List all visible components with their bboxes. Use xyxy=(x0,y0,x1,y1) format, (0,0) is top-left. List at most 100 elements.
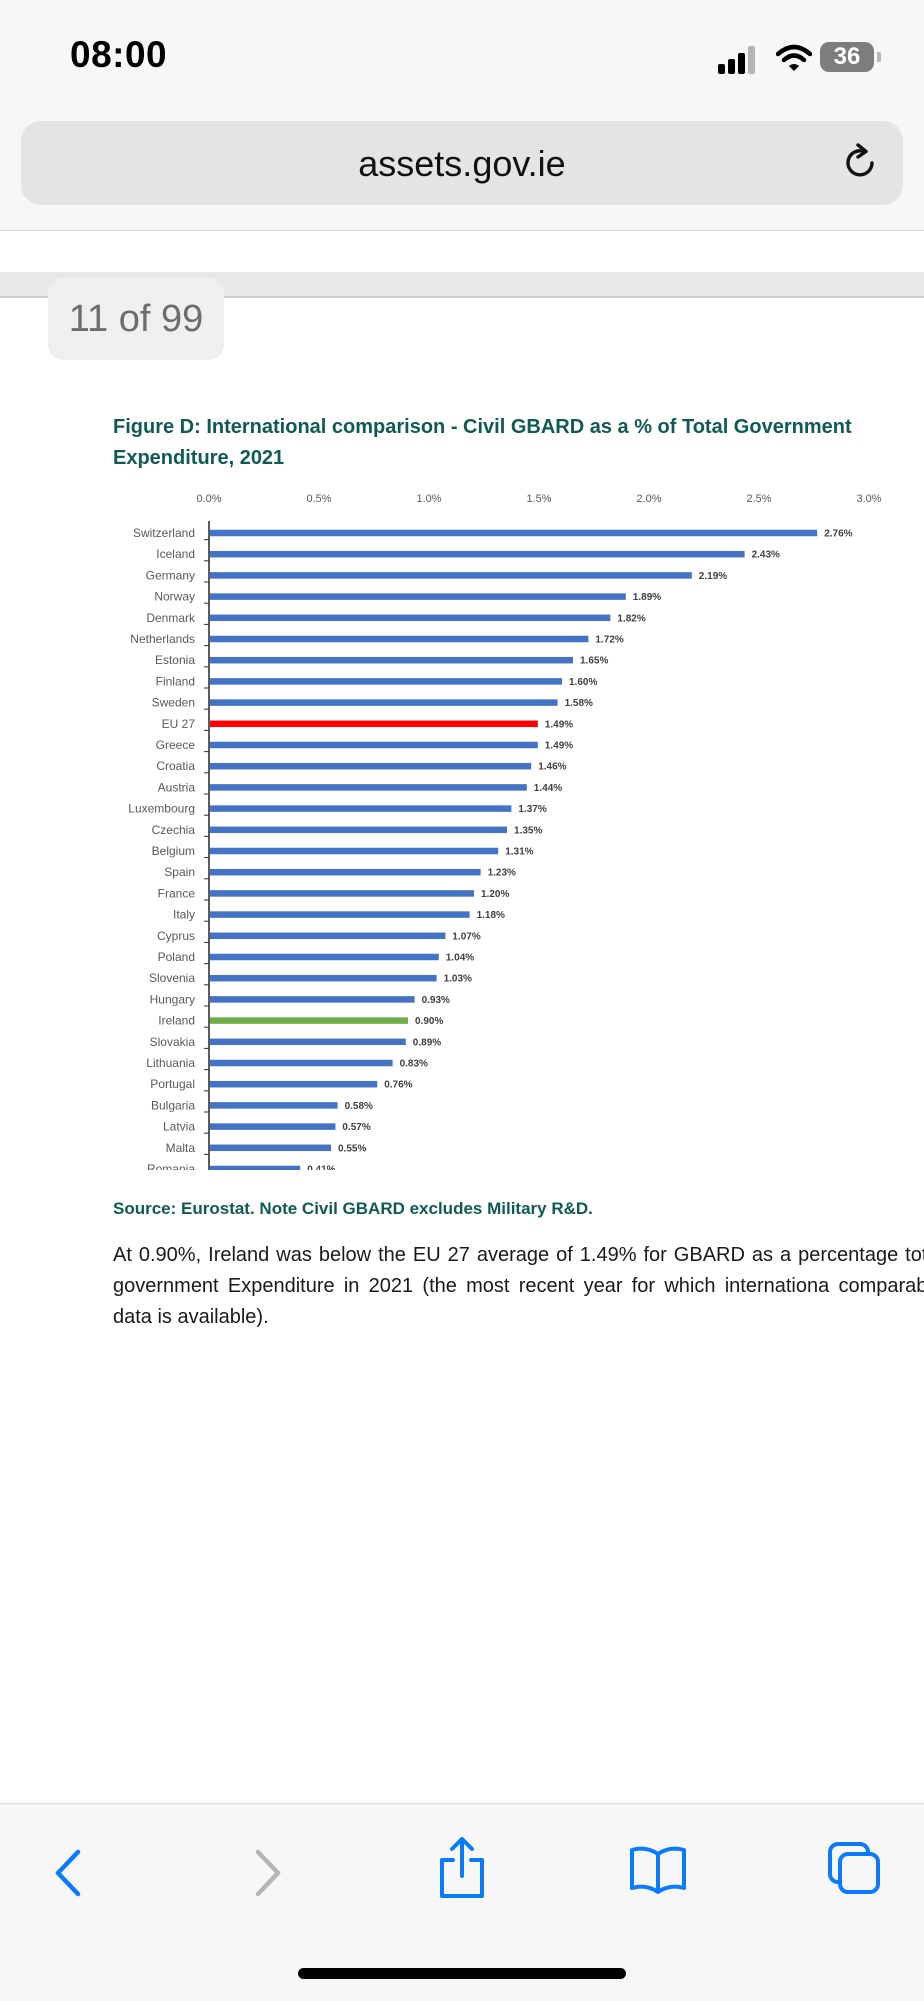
data-label: 1.72% xyxy=(595,635,623,646)
category-label: Italy xyxy=(173,908,195,922)
data-label: 1.20% xyxy=(481,889,509,900)
tabs-icon[interactable] xyxy=(826,1840,882,1896)
battery-tip xyxy=(877,52,881,62)
category-label: Iceland xyxy=(156,547,195,561)
data-label: 2.43% xyxy=(752,550,780,561)
data-label: 1.07% xyxy=(452,931,480,942)
x-tick-label: 0.0% xyxy=(196,493,221,505)
data-label: 2.19% xyxy=(699,571,727,582)
bar xyxy=(210,805,512,812)
category-label: Cyprus xyxy=(157,929,195,943)
bar xyxy=(210,550,745,558)
category-label: Greece xyxy=(156,738,196,752)
browser-header: assets.gov.ie xyxy=(0,110,924,231)
category-label: Slovakia xyxy=(150,1035,196,1049)
category-label: Czechia xyxy=(152,823,196,837)
bar xyxy=(210,572,692,579)
data-label: 1.58% xyxy=(565,698,593,709)
data-label: 1.44% xyxy=(534,783,562,794)
bar xyxy=(210,1059,393,1067)
category-label: Norway xyxy=(154,590,195,604)
data-label: 1.49% xyxy=(545,741,573,752)
bar xyxy=(210,635,589,643)
category-label: Belgium xyxy=(152,844,195,858)
data-label: 1.23% xyxy=(488,868,516,879)
book-icon[interactable] xyxy=(628,1844,688,1894)
bar xyxy=(210,1165,301,1170)
data-label: 0.90% xyxy=(415,1016,443,1027)
category-label: Luxembourg xyxy=(128,802,195,816)
x-tick-label: 2.0% xyxy=(636,493,661,505)
data-label: 1.37% xyxy=(518,804,546,815)
category-label: Sweden xyxy=(152,696,195,710)
category-label: Portugal xyxy=(150,1077,195,1091)
battery-icon: 36 xyxy=(820,42,874,72)
data-label: 1.31% xyxy=(505,847,533,858)
data-label: 2.76% xyxy=(824,529,852,540)
status-time: 08:00 xyxy=(70,34,168,75)
data-label: 0.55% xyxy=(338,1143,366,1154)
bar xyxy=(210,593,626,600)
bar xyxy=(210,762,532,770)
chevron-right-icon[interactable] xyxy=(248,1842,288,1904)
bar xyxy=(210,847,499,855)
category-label: Switzerland xyxy=(133,526,195,540)
bar xyxy=(210,529,818,537)
chevron-left-icon[interactable] xyxy=(48,1842,88,1904)
cellular-signal-icon xyxy=(718,46,755,74)
bar xyxy=(210,974,437,982)
url-text[interactable]: assets.gov.ie xyxy=(358,143,566,184)
category-label: Estonia xyxy=(155,653,195,667)
bar xyxy=(210,953,439,961)
bar xyxy=(210,1038,406,1046)
data-label: 1.65% xyxy=(580,656,608,667)
page-indicator: 11 of 99 xyxy=(48,278,224,360)
bar xyxy=(210,656,573,664)
body-paragraph: At 0.90%, Ireland was below the EU 27 av… xyxy=(113,1244,924,1328)
bar xyxy=(210,1102,338,1109)
bar-chart: 0.0% 0.5% 1.0% 1.5% 2.0% 2.5% 3.0% Switzerland 2… xyxy=(128,493,882,1171)
address-bar[interactable]: assets.gov.ie xyxy=(21,121,903,205)
x-tick-label: 3.0% xyxy=(856,493,881,505)
category-label: Malta xyxy=(166,1141,196,1155)
bar xyxy=(210,932,446,940)
figure-source-note: Source: Eurostat. Note Civil GBARD exclu… xyxy=(113,1199,593,1218)
data-label: 1.49% xyxy=(545,719,573,730)
data-label: 0.83% xyxy=(400,1059,428,1070)
bar xyxy=(210,741,538,749)
wifi-icon xyxy=(776,44,812,71)
data-label: 1.60% xyxy=(569,677,597,688)
bar xyxy=(210,699,558,706)
page-indicator-label: 11 of 99 xyxy=(68,298,204,340)
data-label: 0.41% xyxy=(307,1165,335,1171)
bar xyxy=(210,720,538,728)
bar xyxy=(210,826,507,834)
category-label: Slovenia xyxy=(149,971,195,985)
data-label: 0.57% xyxy=(342,1122,370,1133)
bar xyxy=(210,1144,331,1152)
bar xyxy=(210,996,415,1003)
category-label: Hungary xyxy=(150,992,195,1006)
data-label: 1.46% xyxy=(538,762,566,773)
share-icon[interactable] xyxy=(436,1836,488,1900)
category-label: Spain xyxy=(164,865,195,879)
category-label: Poland xyxy=(158,950,195,964)
bar xyxy=(210,1080,378,1088)
bar xyxy=(210,1017,408,1024)
bar xyxy=(210,911,470,918)
data-label: 1.35% xyxy=(514,825,542,836)
data-label: 1.89% xyxy=(633,592,661,603)
bar xyxy=(210,1123,336,1130)
x-tick-label: 1.5% xyxy=(526,493,551,505)
category-label: Germany xyxy=(146,568,195,582)
data-label: 1.04% xyxy=(446,953,474,964)
category-label: Denmark xyxy=(146,611,196,625)
data-label: 1.03% xyxy=(444,974,472,985)
bar xyxy=(210,614,611,622)
category-label: France xyxy=(158,886,196,900)
category-label: Austria xyxy=(158,780,196,794)
category-label: Lithuania xyxy=(146,1056,195,1070)
bar xyxy=(210,678,562,685)
reload-icon[interactable] xyxy=(839,141,881,183)
figure-title: Figure D: International comparison - Civ… xyxy=(113,416,852,469)
